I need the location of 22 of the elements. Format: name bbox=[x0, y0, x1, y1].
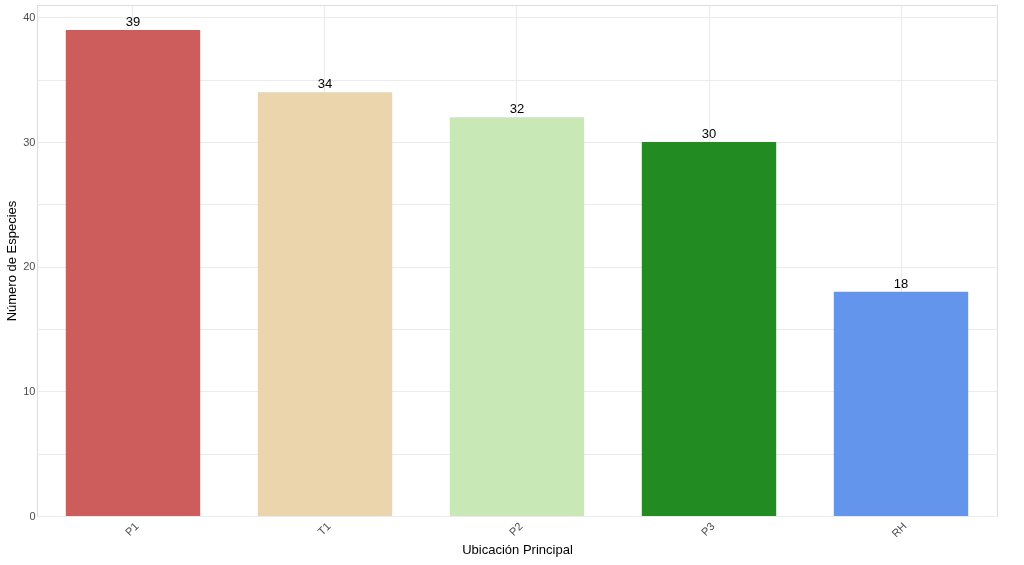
y-axis-title: Número de Especies bbox=[4, 200, 20, 322]
y-tick-label: 0 bbox=[29, 509, 36, 522]
y-tick-label: 10 bbox=[23, 384, 36, 397]
y-tick-label: 30 bbox=[23, 135, 36, 148]
x-tick-label: T1 bbox=[315, 519, 333, 538]
x-axis-title: Ubicación Principal bbox=[462, 541, 573, 557]
x-tick-label: P3 bbox=[698, 519, 717, 538]
bar bbox=[65, 29, 201, 516]
y-tick-label: 20 bbox=[23, 260, 36, 273]
data-label: 34 bbox=[317, 76, 333, 92]
x-tick-label: RH bbox=[889, 519, 909, 540]
x-tick-label: P2 bbox=[506, 519, 525, 538]
bar bbox=[833, 291, 969, 516]
y-tick-label: 40 bbox=[23, 10, 36, 23]
data-label: 32 bbox=[509, 101, 525, 117]
bar bbox=[257, 92, 393, 516]
data-label: 18 bbox=[893, 275, 909, 291]
data-label: 30 bbox=[701, 126, 717, 142]
x-tick-label: P1 bbox=[122, 519, 141, 538]
bar bbox=[449, 117, 585, 516]
data-label: 39 bbox=[125, 13, 141, 29]
bar bbox=[641, 142, 777, 516]
